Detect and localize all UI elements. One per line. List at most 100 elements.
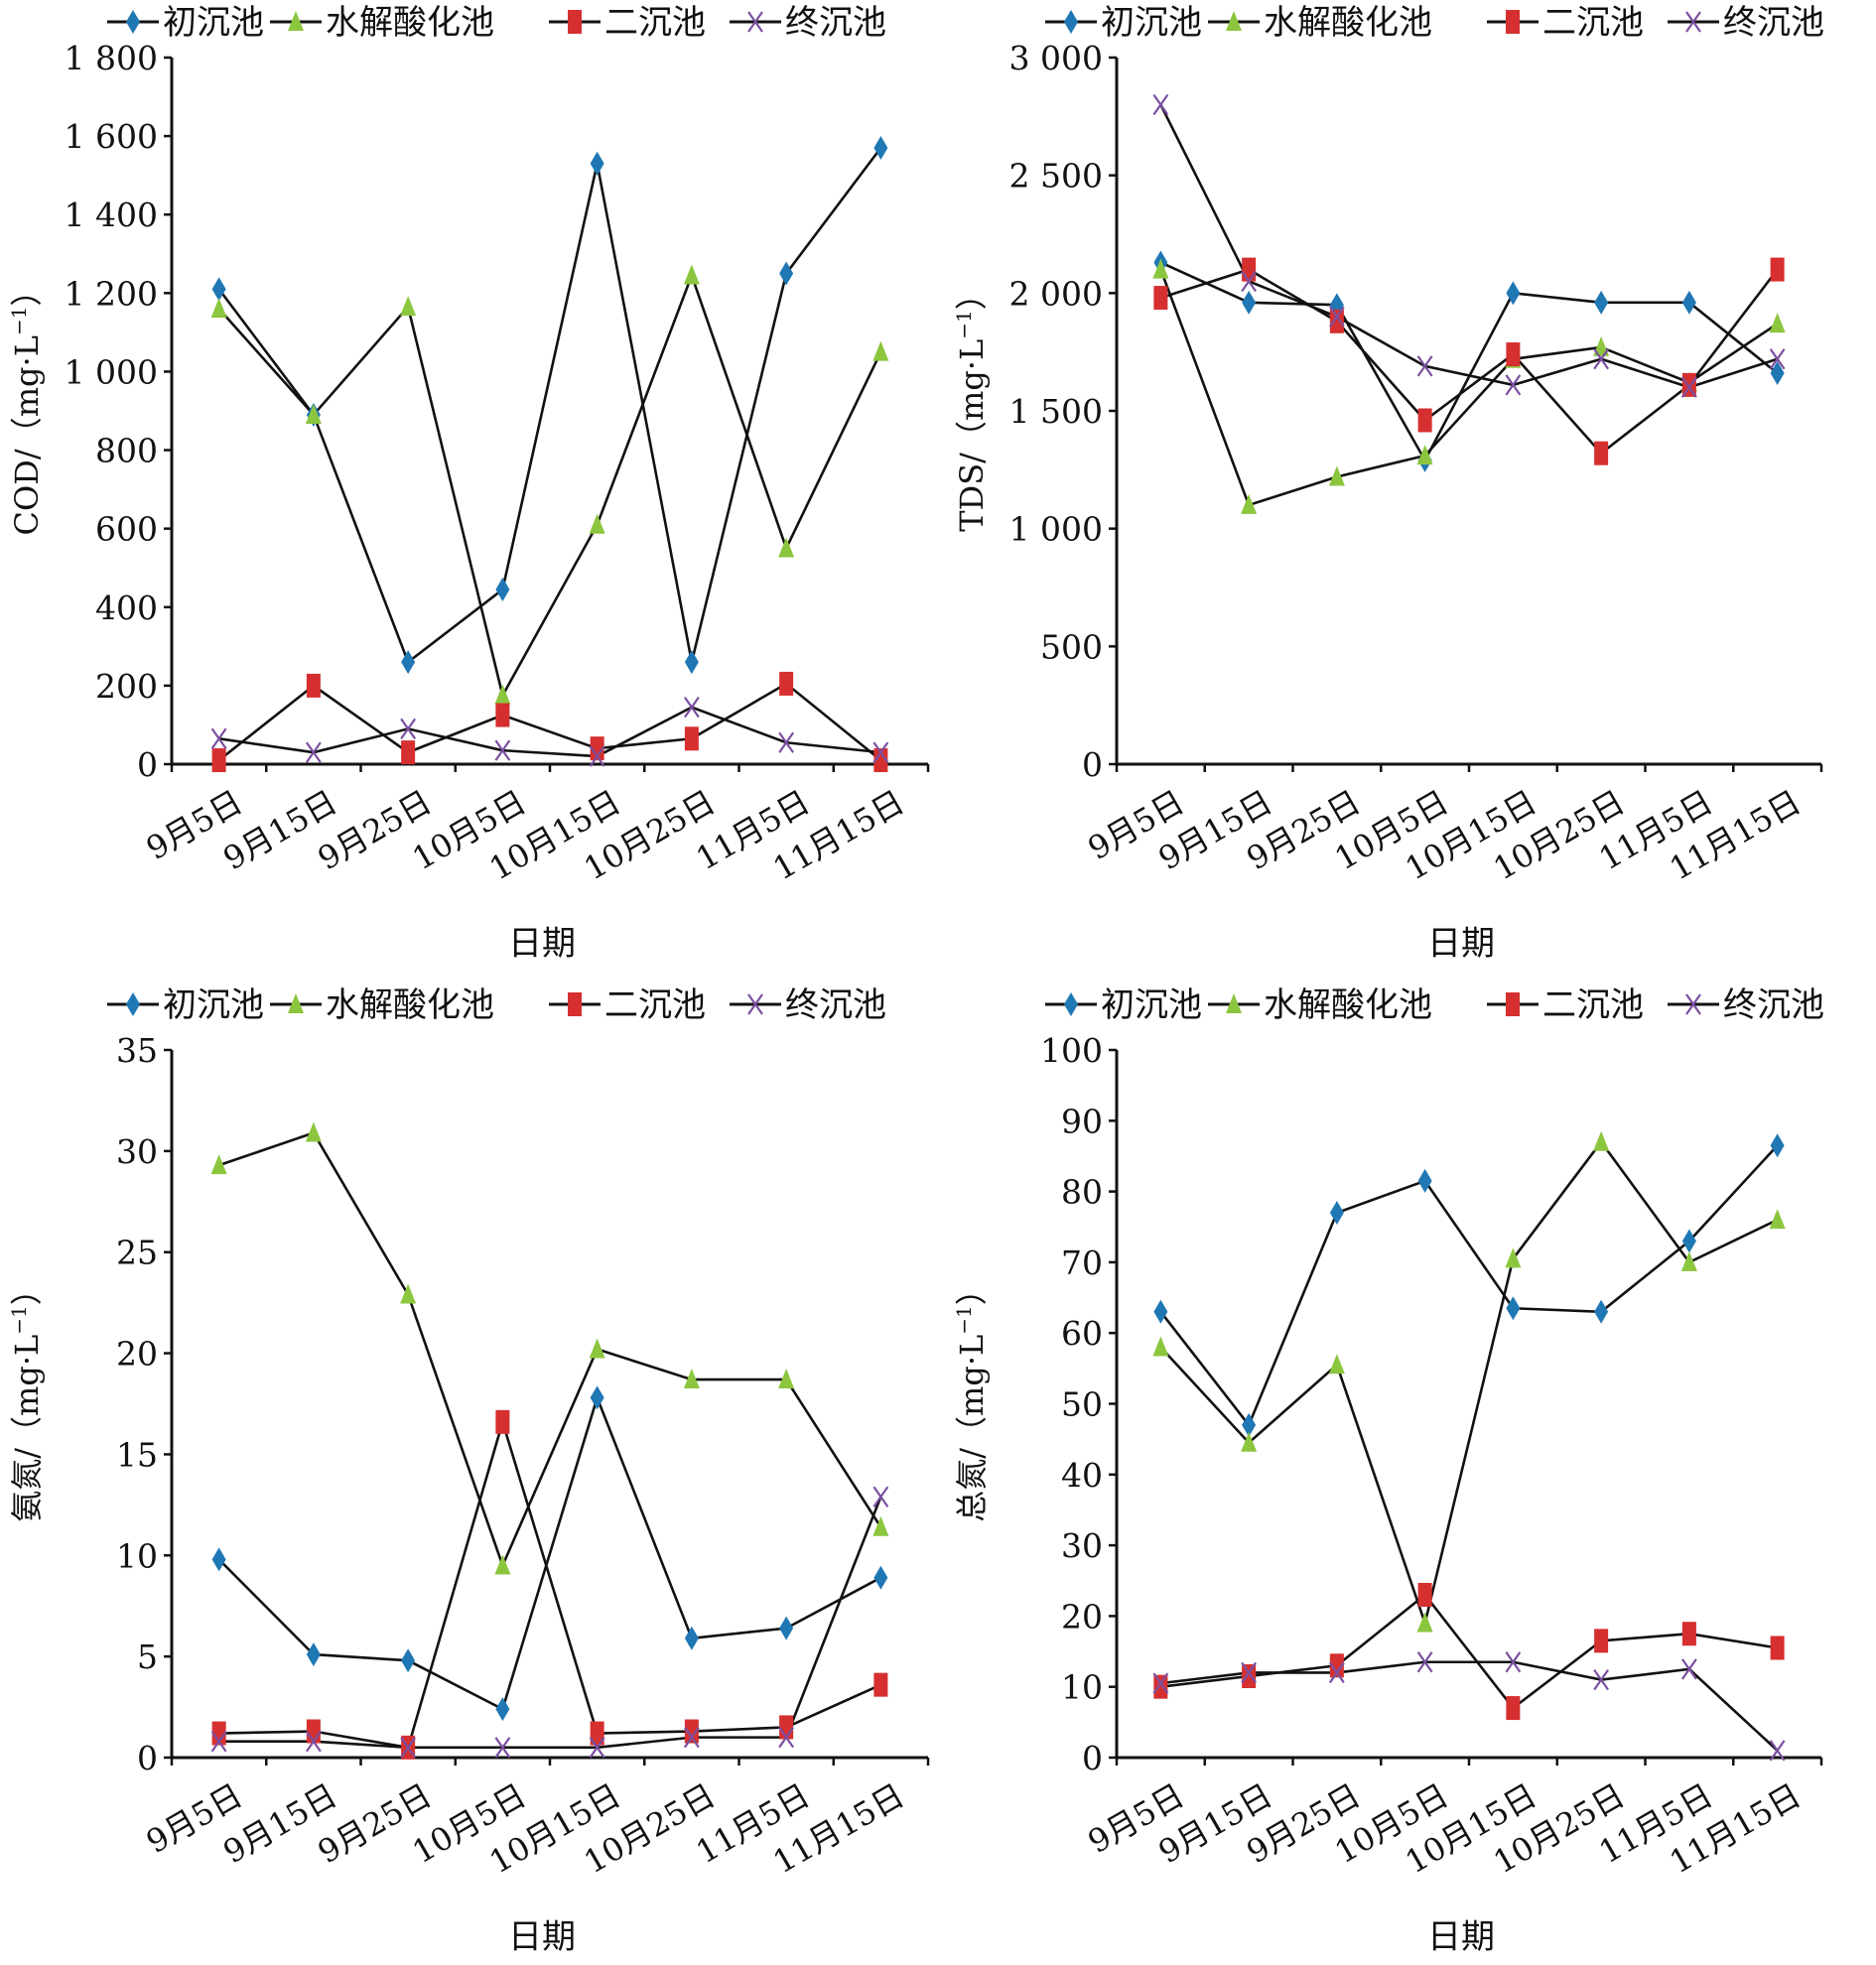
legend-cod: 初沉池 水解酸化池 二沉池 终沉池: [107, 3, 886, 43]
data-point-diamond: [1242, 290, 1257, 315]
series-ammonia-0: [217, 1393, 881, 1711]
legend-marker-triangle: [1226, 11, 1242, 31]
legend-item-cod-0: 初沉池: [107, 3, 264, 43]
y-tick-label: 25: [116, 1234, 158, 1272]
y-axis-title-unit: （mg·L: [8, 335, 46, 449]
data-point-square: [495, 703, 510, 727]
y-axis-title-sup: −1: [7, 1305, 31, 1334]
y-tick-label: 10: [1061, 1668, 1103, 1707]
y-tick-label: 0: [137, 1739, 158, 1777]
y-axis-title: TDS/（mg·L−1）: [952, 278, 991, 531]
data-point-square: [1329, 1653, 1344, 1678]
y-tick-label: 3 000: [1009, 39, 1103, 77]
data-point-diamond: [1506, 281, 1521, 306]
data-point-x: [1241, 1661, 1258, 1684]
legend-label: 二沉池: [604, 985, 706, 1025]
y-tick-label: 35: [116, 1031, 158, 1070]
y-axis-title-close: ）: [953, 1273, 991, 1305]
data-point-diamond: [1506, 1296, 1521, 1321]
data-point-square: [211, 748, 226, 773]
y-axis-title-close: ）: [8, 275, 46, 307]
y-tick-label: 60: [1061, 1314, 1103, 1353]
series-total-nitrogen-1: [1159, 1139, 1779, 1629]
data-point-x: [683, 697, 700, 719]
data-point-x: [1328, 1661, 1345, 1684]
data-point-x: [210, 1731, 227, 1753]
series-line: [1159, 269, 1779, 507]
data-point-x: [1241, 270, 1258, 293]
y-tick-label: 5: [137, 1638, 158, 1676]
y-tick-label: 2 500: [1009, 157, 1103, 196]
legend-marker-x: [1685, 11, 1701, 33]
y-axis-title-main: 氨氮/: [8, 1448, 46, 1522]
chart-svg-tds: 初沉池 水解酸化池 二沉池 终沉池 0 500 1 000 1 500 2 000 2 500 3 …: [952, 3, 1824, 964]
legend-label: 初沉池: [163, 3, 264, 43]
legend-item-ammonia-2: 二沉池: [549, 985, 706, 1025]
data-point-square: [1329, 309, 1344, 333]
legend-item-ammonia-0: 初沉池: [107, 985, 264, 1025]
data-point-x: [400, 718, 417, 740]
data-point-x: [1769, 1740, 1786, 1762]
data-point-x: [683, 1726, 700, 1749]
y-axis-title: COD/（mg·L−1）: [7, 275, 46, 536]
series-markers-ammonia-2: [211, 1409, 888, 1760]
data-point-x: [589, 745, 605, 767]
legend-label: 二沉池: [604, 3, 706, 43]
data-point-x: [778, 731, 795, 753]
y-tick-label: 70: [1061, 1244, 1103, 1282]
data-point-diamond: [1417, 1168, 1432, 1193]
x-axis-title: 日期: [1427, 1917, 1495, 1957]
series-line: [1160, 1660, 1779, 1752]
data-point-triangle: [1328, 465, 1345, 486]
series-line: [218, 706, 881, 758]
y-tick-label: 1 200: [65, 274, 158, 313]
legend-label: 水解酸化池: [326, 985, 494, 1025]
data-point-x: [210, 727, 227, 749]
y-axis-title-sup: −1: [952, 1305, 976, 1334]
series-line: [218, 1496, 882, 1750]
data-point-triangle: [872, 1515, 889, 1536]
data-point-square: [1242, 257, 1257, 282]
legend-label: 终沉池: [1723, 3, 1824, 43]
legend-item-total-nitrogen-1: 水解酸化池: [1208, 985, 1432, 1025]
series-tds-3: [1159, 103, 1779, 389]
data-point-diamond: [1594, 1299, 1609, 1324]
y-tick-label: 2 000: [1009, 274, 1103, 313]
chart-panel-total-nitrogen: 初沉池 水解酸化池 二沉池 终沉池 0 10 20 30 40 50 60 70 80 90 100 9月5日…: [938, 981, 1876, 1961]
data-point-square: [1770, 1636, 1785, 1660]
data-point-triangle: [1241, 1431, 1258, 1452]
legend-label: 初沉池: [1101, 985, 1202, 1025]
data-point-triangle: [1769, 1209, 1786, 1230]
data-point-triangle: [778, 537, 795, 558]
data-point-square: [1153, 1674, 1168, 1699]
data-point-square: [306, 673, 321, 698]
data-point-triangle: [1152, 1336, 1169, 1357]
data-point-diamond: [1770, 361, 1785, 386]
data-point-square: [1594, 1629, 1609, 1653]
data-point-triangle: [1416, 1612, 1433, 1633]
data-point-triangle: [778, 1369, 795, 1389]
chart-panel-cod: 初沉池 水解酸化池 二沉池 终沉池 0 200 400 600 800 1 000 1 200 1 4…: [0, 0, 938, 981]
y-tick-label: 0: [137, 745, 158, 784]
series-ammonia-3: [218, 1496, 882, 1750]
series-ammonia-1: [218, 1130, 882, 1570]
legend-item-cod-2: 二沉池: [549, 3, 706, 43]
series-markers-ammonia-3: [210, 1486, 889, 1759]
data-point-triangle: [1593, 335, 1610, 356]
legend-label: 初沉池: [163, 985, 264, 1025]
data-point-square: [401, 740, 416, 765]
data-point-triangle: [1505, 1247, 1522, 1268]
y-tick-label: 30: [1061, 1526, 1103, 1565]
data-point-diamond: [779, 261, 794, 286]
data-point-x: [1416, 1651, 1433, 1673]
axes-ammonia: 051015202530359月5日9月15日9月25日10月5日10月15日1…: [7, 1031, 930, 1957]
y-tick-label: 600: [95, 510, 158, 549]
legend-item-tds-1: 水解酸化池: [1208, 3, 1432, 43]
y-axis-title-sup: −1: [7, 307, 31, 335]
series-line: [1159, 103, 1779, 389]
series-cod-2: [217, 682, 882, 762]
series-line: [217, 147, 882, 665]
data-point-diamond: [1594, 290, 1609, 315]
y-tick-label: 1 800: [65, 39, 158, 77]
